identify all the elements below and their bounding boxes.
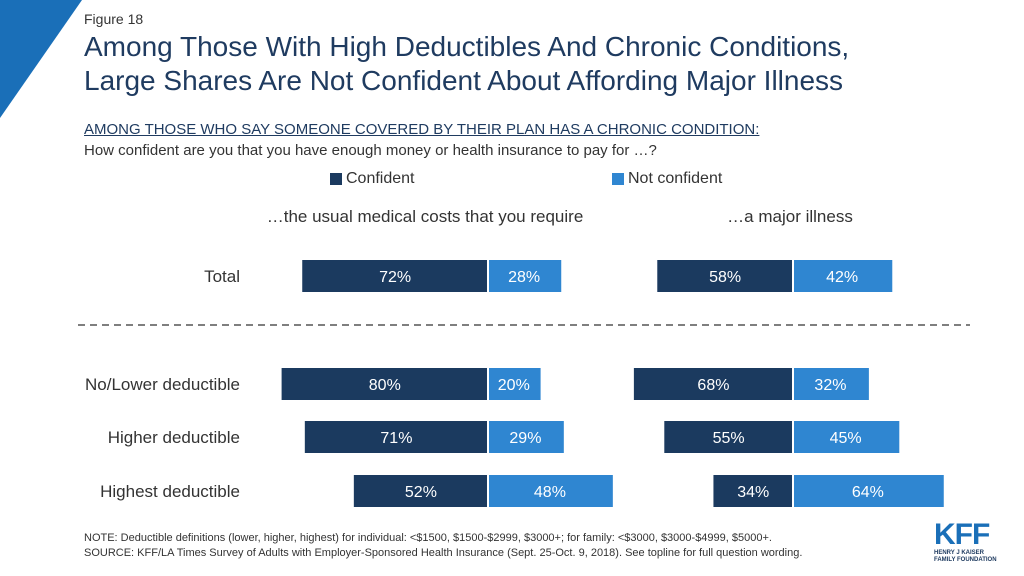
bar-not-confident <box>794 260 893 292</box>
bar-not-confident <box>794 368 869 400</box>
category-label: Higher deductible <box>108 428 240 447</box>
data-label-confident: 55% <box>713 430 745 447</box>
data-label-confident: 58% <box>709 269 741 286</box>
bar-not-confident <box>489 475 613 507</box>
bar-not-confident <box>794 421 900 453</box>
bar-confident <box>353 475 487 507</box>
bar-confident <box>304 421 487 453</box>
figure-label: Figure 18 <box>84 11 144 27</box>
category-label: Total <box>204 267 240 286</box>
chart-legend: Confident Not confident <box>0 170 1024 192</box>
legend-item-confident: Confident <box>330 170 415 188</box>
legend-swatch-confident <box>330 173 342 185</box>
corner-accent-triangle <box>0 0 82 118</box>
source-text: SOURCE: KFF/LA Times Survey of Adults wi… <box>84 547 803 559</box>
panel-title-major-illness: …a major illness <box>727 207 853 226</box>
bar-confident <box>281 368 487 400</box>
legend-swatch-not-confident <box>612 173 624 185</box>
bar-confident <box>713 475 792 507</box>
legend-label-confident: Confident <box>346 170 415 187</box>
bar-confident <box>302 260 487 292</box>
legend-label-not-confident: Not confident <box>628 170 723 187</box>
data-label-confident: 68% <box>697 377 729 394</box>
data-label-confident: 72% <box>379 269 411 286</box>
bar-not-confident <box>489 421 564 453</box>
data-label-not-confident: 42% <box>826 269 858 286</box>
chart-subhead: AMONG THOSE WHO SAY SOMEONE COVERED BY T… <box>84 121 760 138</box>
category-label: No/Lower deductible <box>85 375 240 394</box>
data-label-confident: 71% <box>380 430 412 447</box>
bar-not-confident <box>489 260 562 292</box>
bar-confident <box>664 421 792 453</box>
data-label-not-confident: 64% <box>852 484 884 501</box>
data-label-not-confident: 28% <box>508 269 540 286</box>
bar-not-confident <box>489 368 541 400</box>
data-label-not-confident: 29% <box>509 430 541 447</box>
data-label-confident: 80% <box>369 377 401 394</box>
data-label-not-confident: 32% <box>814 377 846 394</box>
data-label-confident: 52% <box>405 484 437 501</box>
note-text: NOTE: Deductible definitions (lower, hig… <box>84 532 772 544</box>
bar-not-confident <box>794 475 944 507</box>
kff-logo-mark: KFF <box>934 518 990 551</box>
bar-confident <box>657 260 792 292</box>
kff-logo-line1: HENRY J KAISER <box>934 550 985 556</box>
data-label-not-confident: 20% <box>498 377 530 394</box>
bar-confident <box>633 368 792 400</box>
panel-title-usual-costs: …the usual medical costs that you requir… <box>266 207 584 226</box>
kff-logo-line2: FAMILY FOUNDATION <box>934 557 997 563</box>
legend-item-not-confident: Not confident <box>612 170 722 188</box>
data-label-confident: 34% <box>737 484 769 501</box>
category-label: Highest deductible <box>100 482 240 501</box>
chart-title-line2: Large Shares Are Not Confident About Aff… <box>84 65 844 96</box>
chart-title-line1: Among Those With High Deductibles And Ch… <box>84 31 850 62</box>
data-label-not-confident: 48% <box>534 484 566 501</box>
chart-title: Among Those With High Deductibles And Ch… <box>84 30 984 98</box>
survey-question: How confident are you that you have enou… <box>84 142 657 159</box>
data-label-not-confident: 45% <box>830 430 862 447</box>
chart-note: NOTE: Deductible definitions (lower, hig… <box>84 531 802 561</box>
kff-logo: KFF HENRY J KAISER FAMILY FOUNDATION <box>934 520 1006 572</box>
